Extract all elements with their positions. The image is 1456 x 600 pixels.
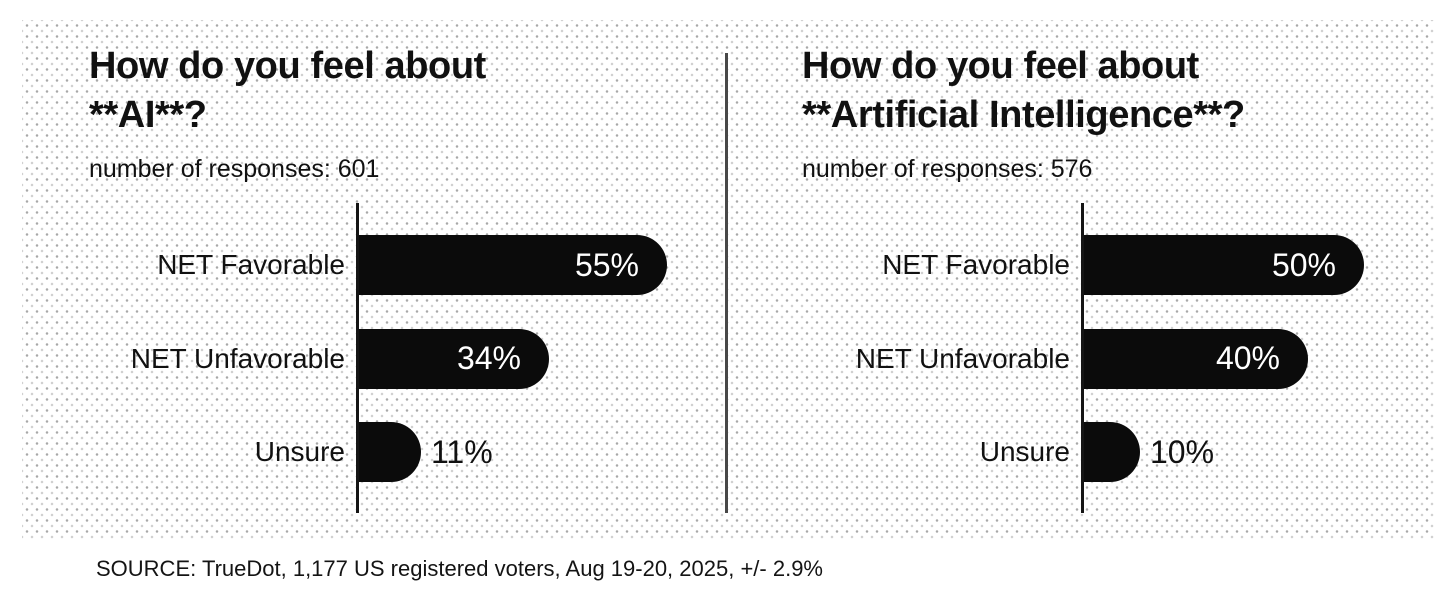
source-note: SOURCE: TrueDot, 1,177 US registered vot…: [96, 556, 823, 581]
axis-line-left-chart: [356, 203, 359, 513]
chart-title-artificial-intelligence: How do you feel about **Artificial Intel…: [802, 42, 1245, 140]
chart-subtitle-artificial-intelligence: number of responses: 576: [802, 155, 1093, 183]
bar: 40%: [1084, 328, 1308, 389]
bar: 34%: [359, 328, 549, 389]
bar-row: NET Favorable 55% 55%: [75, 235, 735, 295]
category-label: NET Favorable: [157, 249, 345, 280]
category-label: NET Unfavorable: [130, 342, 345, 374]
bar-row: Unsure 10% 10%: [800, 422, 1456, 482]
category-label: Unsure: [979, 436, 1070, 467]
value-label: 34%: [456, 340, 521, 376]
bar-row: NET Unfavorable 34% 34%: [75, 328, 735, 389]
bar: 55%: [359, 235, 667, 295]
bar: 11%: [359, 422, 421, 482]
chart-title-ai: How do you feel about **AI**?: [89, 42, 486, 140]
value-label: 40%: [1215, 340, 1280, 376]
axis-line-right-chart: [1081, 203, 1084, 513]
category-label: NET Favorable: [882, 249, 1070, 280]
divider-line: [725, 53, 728, 513]
bar: 10%: [1084, 422, 1140, 482]
chart-title-line: **Artificial Intelligence**?: [802, 94, 1245, 136]
bar-row: Unsure 11% 11%: [75, 422, 735, 482]
category-label: NET Unfavorable: [855, 342, 1070, 374]
bar: 50%: [1084, 235, 1364, 295]
chart-title-line: How do you feel about: [89, 45, 486, 87]
chart-title-line: **AI**?: [89, 94, 207, 136]
chart-title-line: How do you feel about: [802, 45, 1199, 87]
bar-row: NET Favorable 50% 50%: [800, 235, 1456, 295]
value-label: 11%: [431, 433, 493, 470]
value-label: 50%: [1271, 246, 1336, 283]
category-label: Unsure: [254, 436, 345, 467]
value-label: 10%: [1150, 433, 1215, 470]
value-label: 55%: [574, 246, 639, 283]
chart-subtitle-ai: number of responses: 601: [89, 155, 380, 183]
bar-rows-left-chart: NET Favorable 55% 55% NET Unfavorable 34…: [75, 235, 735, 516]
bar-row: NET Unfavorable 40% 40%: [800, 328, 1456, 389]
bar-rows-right-chart: NET Favorable 50% 50% NET Unfavorable 40…: [800, 235, 1456, 516]
